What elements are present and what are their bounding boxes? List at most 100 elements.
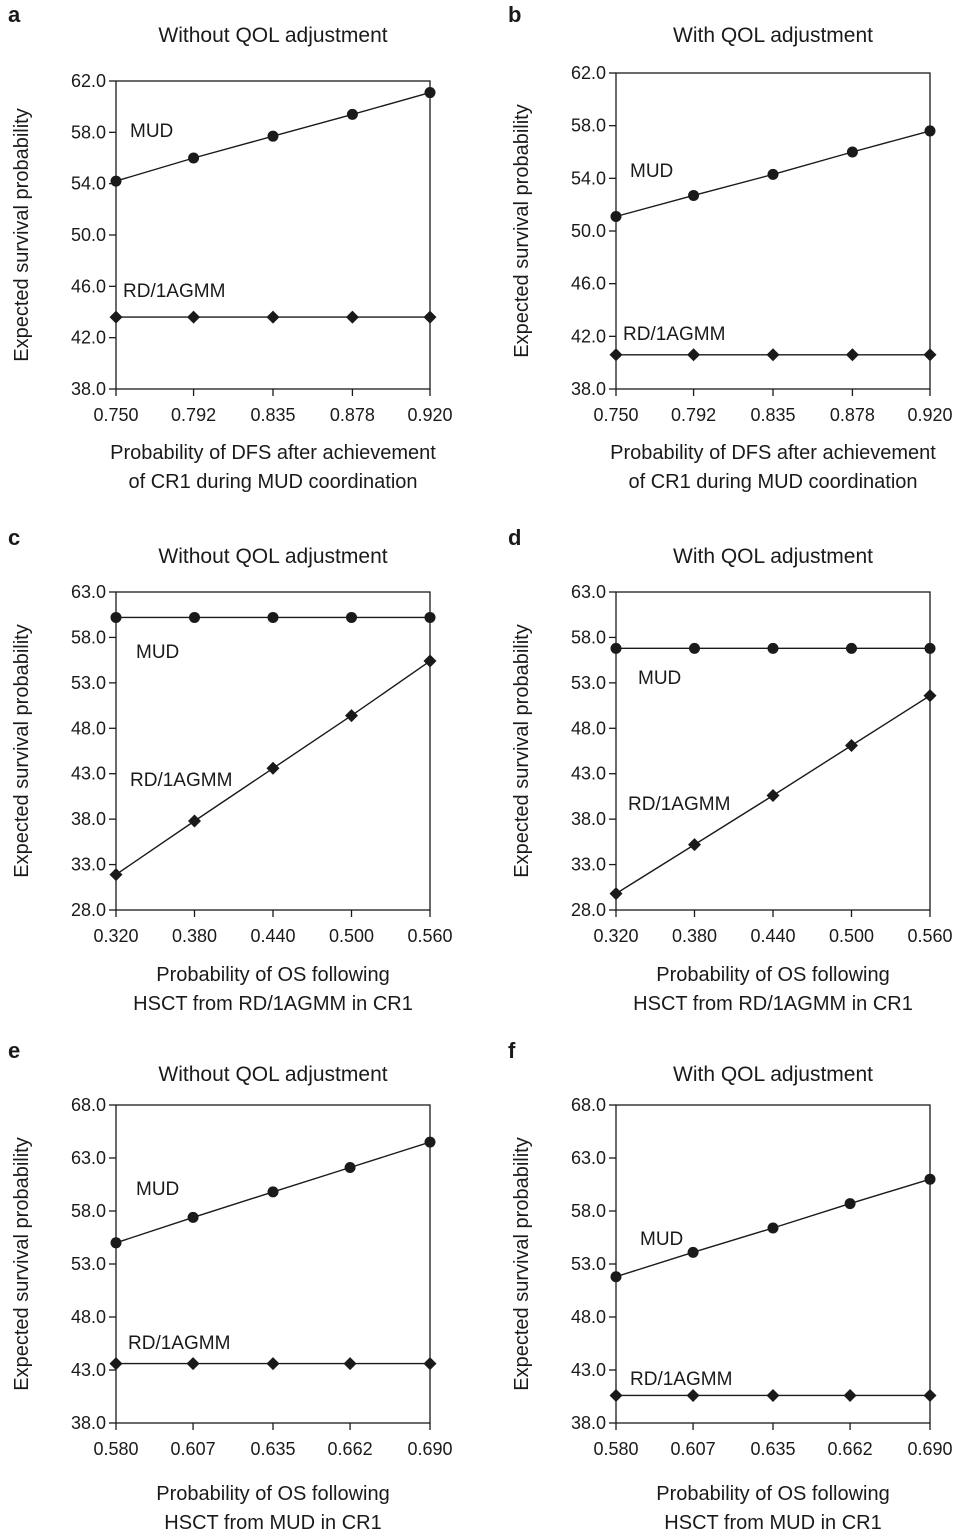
chart-b-y-tick-label: 58.0: [571, 116, 606, 136]
chart-d-x-tick-label: 0.320: [593, 926, 638, 946]
chart-b-series-rd-1agmm-point: [923, 348, 937, 362]
chart-c-x-axis-label-line1: Probability of OS following: [156, 964, 389, 986]
chart-b-series-mud-point: [688, 189, 700, 201]
chart-e-y-tick-label: 63.0: [71, 1148, 106, 1168]
chart-c-panel-letter: c: [8, 525, 20, 550]
chart-e-series-rd-1agmm-point: [109, 1357, 123, 1371]
chart-a-x-axis-label-line2: of CR1 during MUD coordination: [128, 471, 417, 493]
chart-a-series-rd-1agmm-point: [345, 310, 359, 324]
chart-f-series-rd-1agmm-point: [843, 1388, 857, 1402]
chart-c-y-tick-label: 38.0: [71, 809, 106, 829]
chart-d-y-tick-label: 43.0: [571, 764, 606, 784]
chart-d-y-tick-label: 38.0: [571, 809, 606, 829]
chart-e-series-rd-1agmm-point: [266, 1357, 280, 1371]
chart-f-y-tick-label: 43.0: [571, 1360, 606, 1380]
chart-e-x-tick-label: 0.580: [93, 1439, 138, 1459]
chart-a-series-rd-1agmm-label: RD/1AGMM: [123, 281, 225, 302]
chart-c-series-mud-label: MUD: [136, 642, 179, 663]
chart-e-x-axis-label-line1: Probability of OS following: [156, 1483, 389, 1505]
chart-d-series-rd-1agmm-point: [609, 887, 623, 901]
chart-e-series-mud-point: [424, 1136, 436, 1148]
chart-e-series-rd-1agmm-point: [423, 1357, 437, 1371]
chart-d-series-mud-point: [689, 642, 700, 654]
chart-c-series-mud-point: [424, 611, 436, 623]
chart-b-series-mud-point: [610, 211, 622, 223]
chart-d-series-rd-1agmm-point: [766, 789, 780, 803]
chart-c-series-mud-point: [346, 611, 357, 623]
chart-c-series-rd-1agmm-label: RD/1AGMM: [130, 770, 232, 791]
chart-e: e Without QOL adjustment 38.0 43.0 48.0 53.0 5…: [8, 1038, 453, 1534]
chart-b-series-rd-1agmm-point: [687, 348, 701, 362]
chart-e-y-tick-label: 48.0: [71, 1307, 106, 1327]
chart-f-series-rd-1agmm-label: RD/1AGMM: [630, 1369, 732, 1390]
chart-a-y-tick-label: 38.0: [71, 379, 106, 399]
chart-a-series-mud-point: [346, 108, 358, 120]
chart-d-x-tick-label: 0.560: [907, 926, 952, 946]
chart-b-series-rd-1agmm-point: [845, 348, 859, 362]
chart-e-plot-frame: [115, 1104, 431, 1424]
chart-f-series-rd-1agmm-point: [686, 1388, 700, 1402]
chart-c-x-tick-label: 0.320: [93, 926, 138, 946]
chart-b-series-rd-1agmm-label: RD/1AGMM: [623, 324, 725, 345]
chart-b-series-mud-point: [846, 146, 858, 158]
chart-e-y-tick-label: 58.0: [71, 1201, 106, 1221]
chart-f-series-mud-point: [767, 1222, 779, 1234]
chart-e-x-tick-label: 0.690: [407, 1439, 452, 1459]
chart-a-x-axis-label-line1: Probability of DFS after achievement: [110, 442, 436, 464]
chart-e-panel-letter: e: [8, 1038, 20, 1063]
chart-d-panel-letter: d: [508, 525, 521, 550]
chart-d-x-tick-label: 0.440: [750, 926, 795, 946]
chart-c-y-tick-label: 43.0: [71, 764, 106, 784]
chart-d-series-mud-point: [610, 642, 622, 654]
chart-f: f With QOL adjustment 38.0 43.0 48.0 53.0 58.0…: [508, 1038, 953, 1534]
chart-c-y-tick-label: 33.0: [71, 855, 106, 875]
chart-e-series-rd-1agmm-point: [343, 1357, 357, 1371]
chart-a-x-tick-label: 0.835: [250, 405, 295, 425]
chart-a-x-tick-label: 0.792: [171, 405, 216, 425]
chart-b-y-tick-label: 46.0: [571, 274, 606, 294]
chart-b-y-tick-label: 38.0: [571, 379, 606, 399]
chart-e-y-tick-label: 38.0: [71, 1413, 106, 1433]
chart-a-title: Without QOL adjustment: [158, 24, 387, 47]
chart-c-series-rd-1agmm-point: [109, 868, 123, 882]
chart-f-title: With QOL adjustment: [673, 1063, 873, 1086]
chart-a-y-tick-label: 42.0: [71, 328, 106, 348]
chart-f-panel-letter: f: [508, 1038, 516, 1063]
chart-d-x-tick-label: 0.500: [829, 926, 874, 946]
chart-c-series-rd-1agmm-point: [423, 654, 437, 668]
chart-c-y-axis-label: Expected survival probability: [11, 624, 33, 877]
chart-c-series-mud-point: [189, 611, 200, 623]
chart-c-series-rd-1agmm-point: [266, 761, 280, 775]
chart-c-series-mud-point: [267, 611, 279, 623]
chart-f-series-rd-1agmm-point: [923, 1388, 937, 1402]
chart-c-y-tick-label: 58.0: [71, 627, 106, 647]
chart-f-series-rd-1agmm-point: [609, 1388, 623, 1402]
chart-f-x-tick-label: 0.580: [593, 1439, 638, 1459]
chart-a-y-tick-label: 62.0: [71, 71, 106, 91]
chart-d-series-mud-label: MUD: [638, 668, 681, 689]
chart-f-x-tick-label: 0.690: [907, 1439, 952, 1459]
chart-e-series-mud-point: [344, 1162, 356, 1174]
chart-f-series-mud-point: [687, 1246, 699, 1258]
chart-d-x-axis-label-line2: HSCT from RD/1AGMM in CR1: [633, 993, 913, 1015]
chart-a-panel-letter: a: [8, 2, 21, 27]
chart-e-series-rd-1agmm-point: [186, 1357, 200, 1371]
chart-b-x-axis-label-line1: Probability of DFS after achievement: [610, 442, 936, 464]
chart-c-title: Without QOL adjustment: [158, 545, 387, 568]
chart-f-x-tick-label: 0.635: [750, 1439, 795, 1459]
chart-f-series-mud-point: [610, 1271, 622, 1283]
chart-d-y-tick-label: 48.0: [571, 718, 606, 738]
chart-f-x-axis-label-line2: HSCT from MUD in CR1: [664, 1512, 881, 1534]
chart-d-y-tick-label: 53.0: [571, 673, 606, 693]
chart-c-x-axis-label-line2: HSCT from RD/1AGMM in CR1: [133, 993, 413, 1015]
chart-f-y-tick-label: 68.0: [571, 1095, 606, 1115]
chart-d-y-axis-label: Expected survival probability: [511, 624, 533, 877]
chart-a-y-tick-label: 58.0: [71, 122, 106, 142]
chart-d-series-mud-point: [846, 642, 857, 654]
chart-d-y-tick-label: 58.0: [571, 627, 606, 647]
chart-c-series-rd-1agmm-point: [188, 814, 201, 828]
chart-c-x-tick-label: 0.380: [172, 926, 217, 946]
chart-f-y-axis-label: Expected survival probability: [511, 1137, 533, 1390]
chart-b-y-tick-label: 50.0: [571, 221, 606, 241]
